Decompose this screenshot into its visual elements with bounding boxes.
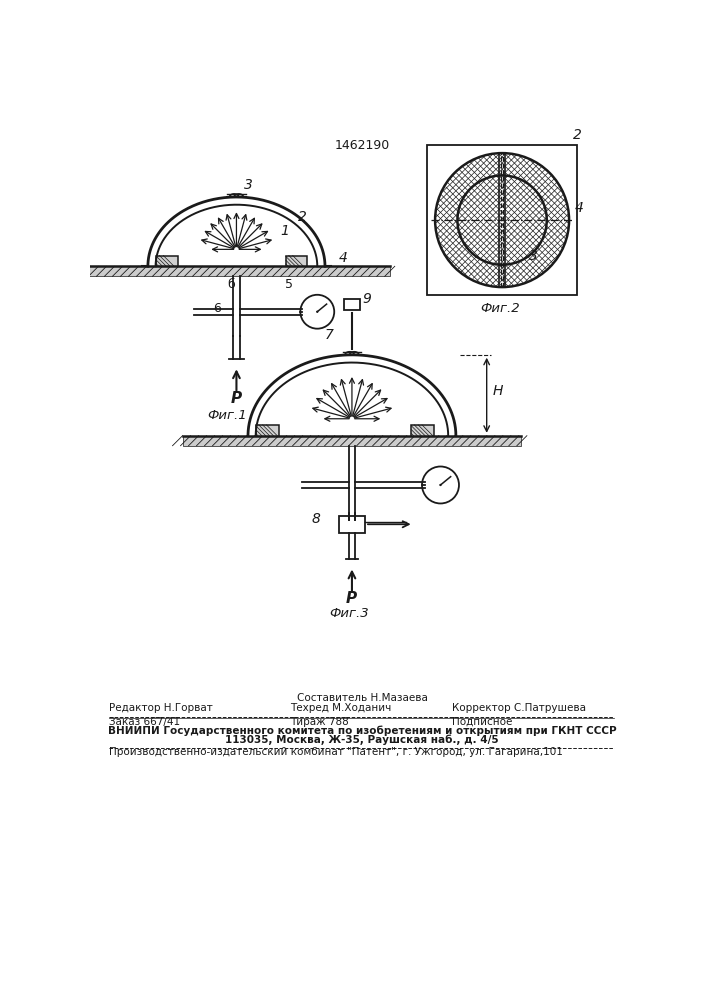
PathPatch shape xyxy=(435,153,569,287)
Text: Техред М.Ходанич: Техред М.Ходанич xyxy=(291,703,392,713)
Text: 113035, Москва, Ж-35, Раушская наб., д. 4/5: 113035, Москва, Ж-35, Раушская наб., д. … xyxy=(225,735,498,745)
Text: ВНИИПИ Государственного комитета по изобретениям и открытиям при ГКНТ СССР: ВНИИПИ Государственного комитета по изоб… xyxy=(107,726,617,736)
Text: 8: 8 xyxy=(312,512,321,526)
Text: Тираж 788: Тираж 788 xyxy=(291,717,349,727)
Text: 4: 4 xyxy=(575,201,584,215)
Text: Подписное: Подписное xyxy=(452,717,513,727)
Text: Заказ 667/41: Заказ 667/41 xyxy=(110,717,180,727)
Text: 1462190: 1462190 xyxy=(334,139,390,152)
Text: Фиг.2: Фиг.2 xyxy=(481,302,520,315)
Polygon shape xyxy=(286,256,308,266)
Text: 6: 6 xyxy=(214,302,221,315)
Text: Производственно-издательский комбинат "Патент", г. Ужгород, ул. Гагарина,101: Производственно-издательский комбинат "П… xyxy=(110,747,563,757)
Polygon shape xyxy=(182,436,521,446)
Polygon shape xyxy=(411,425,434,436)
Text: 9: 9 xyxy=(363,292,372,306)
Text: P: P xyxy=(346,591,357,606)
Polygon shape xyxy=(256,425,279,436)
Text: 1: 1 xyxy=(281,224,290,238)
Text: б: б xyxy=(227,278,235,291)
Text: 2: 2 xyxy=(298,210,308,224)
Polygon shape xyxy=(156,256,178,266)
Text: 3: 3 xyxy=(244,178,253,192)
Text: 7: 7 xyxy=(325,328,334,342)
Text: 5: 5 xyxy=(285,278,293,291)
Polygon shape xyxy=(83,266,390,276)
Text: Составитель Н.Мазаева: Составитель Н.Мазаева xyxy=(296,693,428,703)
Text: Фиг.1: Фиг.1 xyxy=(207,409,247,422)
Text: Фиг.3: Фиг.3 xyxy=(329,607,368,620)
Text: 4: 4 xyxy=(339,251,348,265)
Text: Корректор С.Патрушева: Корректор С.Патрушева xyxy=(452,703,586,713)
Text: Редактор Н.Горват: Редактор Н.Горват xyxy=(110,703,213,713)
Text: H: H xyxy=(493,384,503,398)
Circle shape xyxy=(439,484,442,486)
Circle shape xyxy=(316,311,318,313)
Text: P: P xyxy=(230,391,241,406)
Text: 2: 2 xyxy=(573,128,582,142)
Text: 3: 3 xyxy=(529,249,538,263)
